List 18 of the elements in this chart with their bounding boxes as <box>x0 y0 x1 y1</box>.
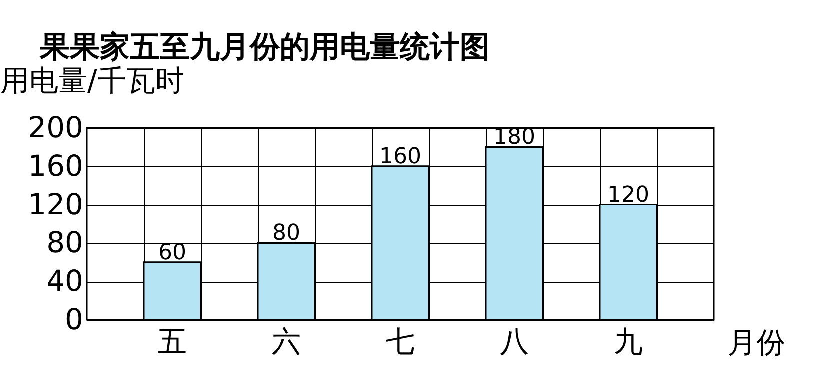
y-tick-label: 120 <box>28 187 84 222</box>
y-tick-label: 80 <box>46 226 84 260</box>
y-axis-title: 用电量/千瓦时 <box>0 64 184 98</box>
y-tick-label: 40 <box>46 264 84 298</box>
x-tick-label: 六 <box>272 324 301 358</box>
data-label: 60 <box>158 240 186 266</box>
data-label: 120 <box>608 182 650 208</box>
y-tick-label: 0 <box>65 302 84 336</box>
x-axis-title: 月份 <box>728 326 786 360</box>
data-label: 160 <box>380 144 422 170</box>
x-tick-label: 八 <box>500 324 529 358</box>
x-tick-label: 五 <box>158 324 187 358</box>
y-tick-label: 160 <box>28 148 84 183</box>
chart-title: 果果家五至九月份的用电量统计图 <box>39 30 490 65</box>
y-tick-label: 200 <box>28 110 84 144</box>
x-tick-label: 七 <box>386 324 415 358</box>
data-label: 80 <box>272 221 300 246</box>
x-tick-label: 九 <box>614 324 643 358</box>
